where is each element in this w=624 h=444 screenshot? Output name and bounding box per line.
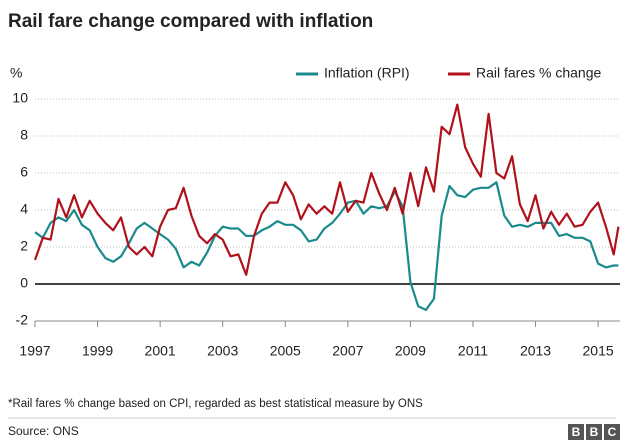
- y-tick-label: 0: [20, 275, 28, 291]
- legend-label: Inflation (RPI): [324, 65, 410, 81]
- x-tick-label: 2009: [395, 343, 426, 359]
- x-tick-label: 2011: [458, 343, 488, 359]
- x-tick-label: 2001: [145, 343, 176, 359]
- x-tick-label: 1997: [19, 343, 50, 359]
- y-tick-label: 2: [20, 238, 28, 254]
- x-tick-label: 2005: [270, 343, 301, 359]
- x-tick-label: 2003: [207, 343, 238, 359]
- legend-label: Rail fares % change: [476, 65, 602, 81]
- source: Source: ONS: [8, 424, 79, 438]
- chart-title: Rail fare change compared with inflation: [8, 11, 373, 32]
- y-tick-label: 8: [20, 127, 28, 143]
- logo-box: [586, 424, 602, 440]
- logo-letter: B: [572, 425, 581, 439]
- y-tick-label: 4: [20, 201, 28, 217]
- y-unit: %: [10, 65, 22, 81]
- x-tick-label: 2015: [583, 343, 614, 359]
- y-tick-label: 10: [12, 90, 28, 106]
- footnote: *Rail fares % change based on CPI, regar…: [8, 398, 423, 410]
- logo-box: [604, 424, 620, 440]
- logo-letter: B: [590, 425, 599, 439]
- x-tick-label: 1999: [82, 343, 113, 359]
- x-tick-label: 2007: [332, 343, 363, 359]
- y-tick-label: -2: [16, 312, 29, 328]
- logo-box: [568, 424, 584, 440]
- x-tick-label: 2013: [520, 343, 551, 359]
- y-tick-label: 6: [20, 164, 28, 180]
- logo-letter: C: [608, 425, 617, 439]
- series-line: [34, 181, 619, 311]
- series-line: [33, 103, 620, 276]
